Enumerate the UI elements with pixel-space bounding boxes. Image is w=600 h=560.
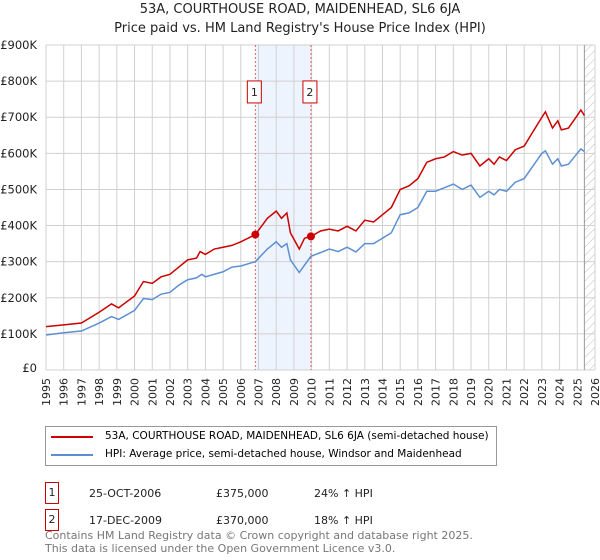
sale-price: £370,000 bbox=[216, 514, 269, 527]
x-tick-label: 1997 bbox=[75, 378, 88, 406]
y-tick-label: £700K bbox=[0, 110, 37, 124]
footer: Contains HM Land Registry data © Crown c… bbox=[45, 529, 473, 555]
sale-marker-label: 2 bbox=[306, 86, 313, 99]
y-tick-label: £400K bbox=[0, 219, 37, 233]
future-hatch bbox=[584, 45, 595, 370]
x-tick-label: 2008 bbox=[270, 378, 283, 406]
legend-swatch-hpi bbox=[51, 453, 93, 456]
line-chart: 1995 1996 1997 1998 1999 2000 2001 2002 2003 2004… bbox=[0, 38, 600, 406]
x-tick-label: 2017 bbox=[430, 378, 443, 406]
chart-title: 53A, COURTHOUSE ROAD, MAIDENHEAD, SL6 6J… bbox=[139, 2, 461, 17]
legend-label-property: 53A, COURTHOUSE ROAD, MAIDENHEAD, SL6 6J… bbox=[105, 430, 489, 442]
shaded-period bbox=[255, 45, 311, 370]
footer-line-2: This data is licensed under the Open Gov… bbox=[45, 542, 396, 555]
x-tick-label: 2006 bbox=[235, 378, 248, 406]
sale-marker-box bbox=[302, 80, 318, 104]
x-tick-label: 2024 bbox=[554, 378, 567, 406]
x-tick-label: 2007 bbox=[253, 378, 266, 406]
sale-point bbox=[306, 232, 315, 241]
sale-date: 17-DEC-2009 bbox=[89, 514, 163, 527]
x-tick-label: 2014 bbox=[376, 378, 389, 406]
sale-point bbox=[251, 230, 260, 239]
x-tick-label: 2026 bbox=[589, 378, 600, 406]
sale-price: £375,000 bbox=[216, 487, 269, 500]
y-tick-label: £0 bbox=[22, 361, 37, 375]
x-tick-label: 2025 bbox=[571, 378, 584, 406]
legend: 53A, COURTHOUSE ROAD, MAIDENHEAD, SL6 6J… bbox=[45, 426, 497, 466]
x-tick-label: 1995 bbox=[40, 378, 53, 406]
x-tick-label: 2011 bbox=[323, 378, 336, 406]
x-tick-label: 2004 bbox=[199, 378, 212, 406]
x-tick-label: 2019 bbox=[465, 378, 478, 406]
sale-marker-box bbox=[246, 80, 262, 104]
x-tick-label: 2000 bbox=[129, 378, 142, 406]
x-tick-label: 2023 bbox=[536, 378, 549, 406]
y-tick-label: £200K bbox=[0, 291, 37, 305]
x-tick-label: 2010 bbox=[306, 378, 319, 406]
y-tick-label: £300K bbox=[0, 255, 37, 269]
legend-swatch-property bbox=[51, 435, 93, 438]
x-tick-label: 2020 bbox=[483, 378, 496, 406]
x-tick-label: 2012 bbox=[341, 378, 354, 406]
footer-line-1: Contains HM Land Registry data © Crown c… bbox=[45, 529, 473, 542]
x-tick-label: 2018 bbox=[447, 378, 460, 406]
series-line bbox=[45, 147, 585, 336]
sale-hpi: 18% ↑ HPI bbox=[314, 514, 373, 527]
x-tick-label: 2016 bbox=[412, 378, 425, 406]
x-tick-label: 2003 bbox=[182, 378, 195, 406]
x-tick-label: 1999 bbox=[111, 378, 124, 406]
x-tick-label: 1996 bbox=[58, 378, 71, 406]
x-tick-label: 2001 bbox=[146, 378, 159, 406]
x-tick-label: 2009 bbox=[288, 378, 301, 406]
sale-marker-label: 1 bbox=[251, 86, 258, 99]
x-tick-label: 2002 bbox=[164, 378, 177, 406]
series-line bbox=[45, 108, 586, 328]
sale-hpi: 24% ↑ HPI bbox=[314, 487, 373, 500]
sale-marker-box: 1 bbox=[45, 482, 59, 504]
legend-label-hpi: HPI: Average price, semi-detached house,… bbox=[105, 448, 462, 460]
x-tick-label: 2015 bbox=[394, 378, 407, 406]
sale-date: 25-OCT-2006 bbox=[89, 487, 162, 500]
x-tick-label: 2022 bbox=[518, 378, 531, 406]
x-tick-label: 2021 bbox=[500, 378, 513, 406]
y-tick-label: £100K bbox=[0, 327, 37, 341]
x-tick-label: 2013 bbox=[359, 378, 372, 406]
x-tick-label: 2005 bbox=[217, 378, 230, 406]
y-tick-label: £500K bbox=[0, 182, 37, 196]
chart-subtitle: Price paid vs. HM Land Registry's House … bbox=[114, 21, 486, 36]
y-tick-label: £800K bbox=[0, 74, 37, 88]
y-tick-label: £600K bbox=[0, 146, 37, 160]
y-tick-label: £900K bbox=[0, 38, 37, 52]
sale-marker-box: 2 bbox=[45, 509, 59, 531]
x-tick-label: 1998 bbox=[93, 378, 106, 406]
